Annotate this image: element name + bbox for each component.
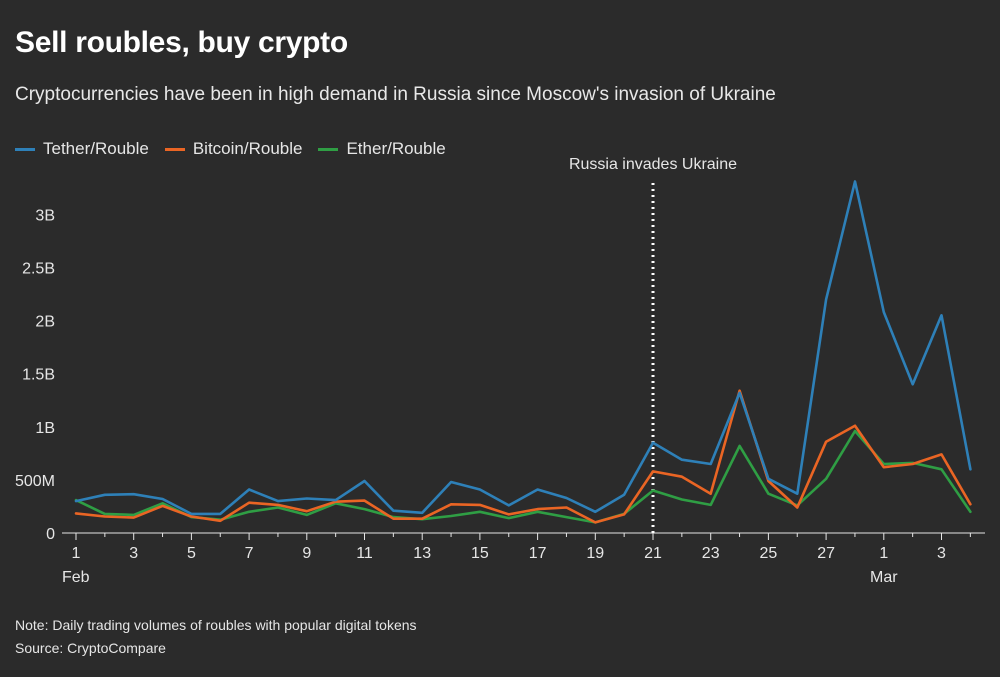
series-line-tether [74, 180, 972, 516]
y-tick-label: 1.5B [22, 367, 55, 384]
y-tick-label: 500M [15, 473, 55, 490]
legend-item-tether: Tether/Rouble [15, 139, 149, 159]
x-tick-label: 1 [879, 545, 888, 562]
series-line-ether [74, 429, 972, 524]
series-line-bitcoin [74, 389, 972, 524]
chart-title: Sell roubles, buy crypto [15, 26, 348, 59]
chart-source: Source: CryptoCompare [15, 640, 166, 656]
y-tick-label: 0 [46, 526, 55, 543]
x-tick-label: 17 [529, 545, 547, 562]
x-tick-label: 21 [644, 545, 662, 562]
y-axis-ticks: 0 500M 1B 1.5B 2B 2.5B 3B [15, 207, 55, 543]
x-month-label-mar: Mar [870, 569, 898, 586]
annotation-label: Russia invades Ukraine [569, 156, 737, 173]
legend-label-ether: Ether/Rouble [346, 139, 446, 158]
x-tick-label: 25 [760, 545, 778, 562]
x-tick-label: 1 [72, 545, 81, 562]
x-tick-label: 7 [245, 545, 254, 562]
x-tick-label: 3 [129, 545, 138, 562]
legend-swatch-tether [15, 147, 35, 151]
y-tick-label: 2B [35, 314, 55, 331]
y-tick-label: 2.5B [22, 261, 55, 278]
legend: Tether/Rouble Bitcoin/Rouble Ether/Roubl… [15, 139, 446, 159]
y-tick-label: 1B [35, 420, 55, 437]
chart-subtitle: Cryptocurrencies have been in high deman… [15, 84, 776, 105]
legend-label-bitcoin: Bitcoin/Rouble [192, 139, 303, 158]
x-tick-label: 27 [817, 545, 835, 562]
x-tick-label: 15 [471, 545, 489, 562]
y-tick-label: 3B [35, 207, 55, 224]
x-tick-label: 19 [586, 545, 604, 562]
legend-item-bitcoin: Bitcoin/Rouble [164, 139, 303, 159]
chart-note: Note: Daily trading volumes of roubles w… [15, 617, 417, 633]
x-tick-label: 5 [187, 545, 196, 562]
x-tick-label: 13 [413, 545, 431, 562]
x-tick-label: 23 [702, 545, 720, 562]
series-lines [74, 180, 972, 524]
legend-swatch-ether [318, 147, 339, 151]
legend-swatch-bitcoin [164, 147, 185, 151]
x-tick-label: 9 [302, 545, 311, 562]
legend-item-ether: Ether/Rouble [318, 139, 446, 159]
invasion-annotation: Russia invades Ukraine [569, 156, 737, 533]
legend-label-tether: Tether/Rouble [43, 139, 149, 158]
x-tick-label: 11 [356, 545, 373, 562]
x-tick-label: 3 [937, 545, 946, 562]
x-month-label-feb: Feb [62, 569, 90, 586]
